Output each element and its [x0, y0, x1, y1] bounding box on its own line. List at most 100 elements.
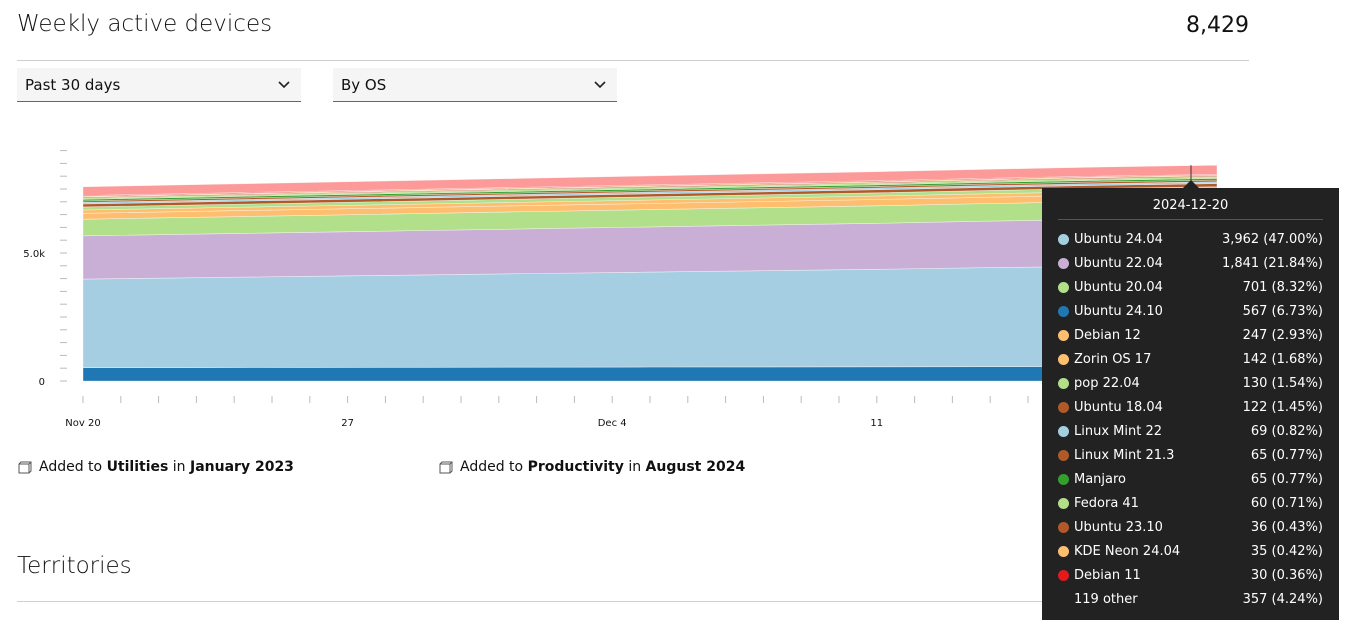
added-prefix: Added to [460, 459, 524, 475]
tooltip-row: Ubuntu 23.10 36 (0.43%) [1058, 515, 1323, 539]
chevron-down-icon [278, 81, 290, 89]
tooltip-row: Ubuntu 22.04 1,841 (21.84%) [1058, 251, 1323, 275]
legend-swatch [1058, 305, 1069, 317]
added-middle: in [172, 459, 186, 475]
tooltip-series-value: 3,962 (47.00%) [1221, 231, 1323, 247]
tooltip-series-value: 35 (0.42%) [1250, 543, 1323, 559]
period-select-label: Past 30 days [25, 76, 121, 94]
tooltip-series-name: pop 22.04 [1074, 375, 1140, 391]
x-tick-label: 27 [341, 418, 354, 429]
tooltip-row: Ubuntu 24.10 567 (6.73%) [1058, 299, 1323, 323]
tooltip-series-name: Ubuntu 24.10 [1074, 303, 1163, 319]
tooltip-series-name: Ubuntu 18.04 [1074, 399, 1163, 415]
legend-swatch [1058, 569, 1069, 581]
tooltip-row: Zorin OS 17 142 (1.68%) [1058, 347, 1323, 371]
tooltip-row: Fedora 41 60 (0.71%) [1058, 491, 1323, 515]
tooltip-series-value: 1,841 (21.84%) [1221, 255, 1323, 271]
legend-swatch [1058, 233, 1069, 245]
tooltip-row: Debian 11 30 (0.36%) [1058, 563, 1323, 587]
group-select[interactable]: By OS [333, 68, 617, 102]
tooltip-date: 2024-12-20 [1058, 198, 1323, 220]
tooltip-series-value: 30 (0.36%) [1250, 567, 1323, 583]
tooltip-row: Manjaro 65 (0.77%) [1058, 467, 1323, 491]
legend-swatch [1058, 281, 1069, 293]
total-count: 8,429 [1186, 13, 1249, 38]
territories-heading: Territories [17, 553, 132, 579]
tooltip-rows: Ubuntu 24.04 3,962 (47.00%) Ubuntu 22.04 1,… [1058, 227, 1323, 611]
legend-swatch [1058, 545, 1069, 557]
added-category: Utilities [106, 459, 169, 475]
y-tick-label: 5.0k [23, 249, 45, 260]
tooltip-row: pop 22.04 130 (1.54%) [1058, 371, 1323, 395]
weekly-devices-chart[interactable]: 0 5.0k Nov 20 27 Dec 4 11 [0, 120, 1351, 440]
group-select-label: By OS [341, 76, 387, 94]
chart-tooltip: 2024-12-20 Ubuntu 24.04 3,962 (47.00%) Ubu… [1042, 180, 1339, 620]
x-tick-label: Dec 4 [598, 418, 627, 429]
tooltip-row: 119 other 357 (4.24%) [1058, 587, 1323, 611]
tooltip-series-value: 567 (6.73%) [1242, 303, 1323, 319]
added-date: January 2023 [190, 459, 294, 475]
tooltip-series-value: 36 (0.43%) [1250, 519, 1323, 535]
tooltip-series-value: 65 (0.77%) [1250, 447, 1323, 463]
chart-areas [82, 164, 1218, 382]
tooltip-row: Ubuntu 20.04 701 (8.32%) [1058, 275, 1323, 299]
legend-swatch [1058, 425, 1069, 437]
tooltip-series-name: Zorin OS 17 [1074, 351, 1152, 367]
period-select[interactable]: Past 30 days [17, 68, 301, 102]
legend-swatch [1058, 449, 1069, 461]
added-category: Productivity [527, 459, 624, 475]
legend-swatch [1058, 521, 1069, 533]
tooltip-series-value: 122 (1.45%) [1242, 399, 1323, 415]
header-divider [17, 60, 1249, 61]
tooltip-row: Debian 12 247 (2.93%) [1058, 323, 1323, 347]
x-tick-label: Nov 20 [65, 418, 100, 429]
tooltip-series-name: Debian 12 [1074, 327, 1141, 343]
tooltip-row: Ubuntu 24.04 3,962 (47.00%) [1058, 227, 1323, 251]
tooltip-row: Ubuntu 18.04 122 (1.45%) [1058, 395, 1323, 419]
tooltip-series-name: Debian 11 [1074, 567, 1141, 583]
tooltip-series-value: 65 (0.77%) [1250, 471, 1323, 487]
added-prefix: Added to [39, 459, 103, 475]
legend-swatch [1058, 594, 1069, 605]
added-middle: in [628, 459, 642, 475]
tooltip-series-value: 247 (2.93%) [1242, 327, 1323, 343]
area-series [82, 164, 1218, 196]
box-icon [18, 461, 32, 474]
chart-grid [60, 150, 67, 382]
tooltip-row: Linux Mint 21.3 65 (0.77%) [1058, 443, 1323, 467]
tooltip-row: KDE Neon 24.04 35 (0.42%) [1058, 539, 1323, 563]
territories-divider [17, 601, 1249, 602]
added-date: August 2024 [645, 459, 746, 475]
tooltip-arrow [1183, 180, 1199, 188]
tooltip-series-name: Linux Mint 22 [1074, 423, 1162, 439]
tooltip-series-value: 60 (0.71%) [1250, 495, 1323, 511]
x-tick-label: 11 [870, 418, 883, 429]
legend-swatch [1058, 377, 1069, 389]
tooltip-series-name: KDE Neon 24.04 [1074, 543, 1181, 559]
legend-swatch [1058, 497, 1069, 509]
legend-swatch [1058, 353, 1069, 365]
legend-swatch [1058, 473, 1069, 485]
tooltip-series-value: 142 (1.68%) [1242, 351, 1323, 367]
tooltip-series-name: Fedora 41 [1074, 495, 1139, 511]
tooltip-series-name: Ubuntu 24.04 [1074, 231, 1163, 247]
tooltip-series-name: Ubuntu 20.04 [1074, 279, 1163, 295]
tooltip-series-name: Ubuntu 23.10 [1074, 519, 1163, 535]
legend-swatch [1058, 329, 1069, 341]
tooltip-series-value: 69 (0.82%) [1250, 423, 1323, 439]
legend-swatch [1058, 401, 1069, 413]
added-note-1: Added to Utilities in January 2023 [17, 459, 294, 475]
chevron-down-icon [594, 81, 606, 89]
legend-swatch [1058, 257, 1069, 269]
tooltip-series-value: 130 (1.54%) [1242, 375, 1323, 391]
tooltip-series-name: Linux Mint 21.3 [1074, 447, 1175, 463]
added-note-2: Added to Productivity in August 2024 [438, 459, 745, 475]
tooltip-series-name: Ubuntu 22.04 [1074, 255, 1163, 271]
tooltip-row: Linux Mint 22 69 (0.82%) [1058, 419, 1323, 443]
box-icon [439, 461, 453, 474]
page-title: Weekly active devices [17, 11, 273, 37]
tooltip-series-value: 357 (4.24%) [1242, 591, 1323, 607]
tooltip-series-value: 701 (8.32%) [1242, 279, 1323, 295]
tooltip-series-name: Manjaro [1074, 471, 1127, 487]
y-tick-label: 0 [39, 377, 45, 388]
